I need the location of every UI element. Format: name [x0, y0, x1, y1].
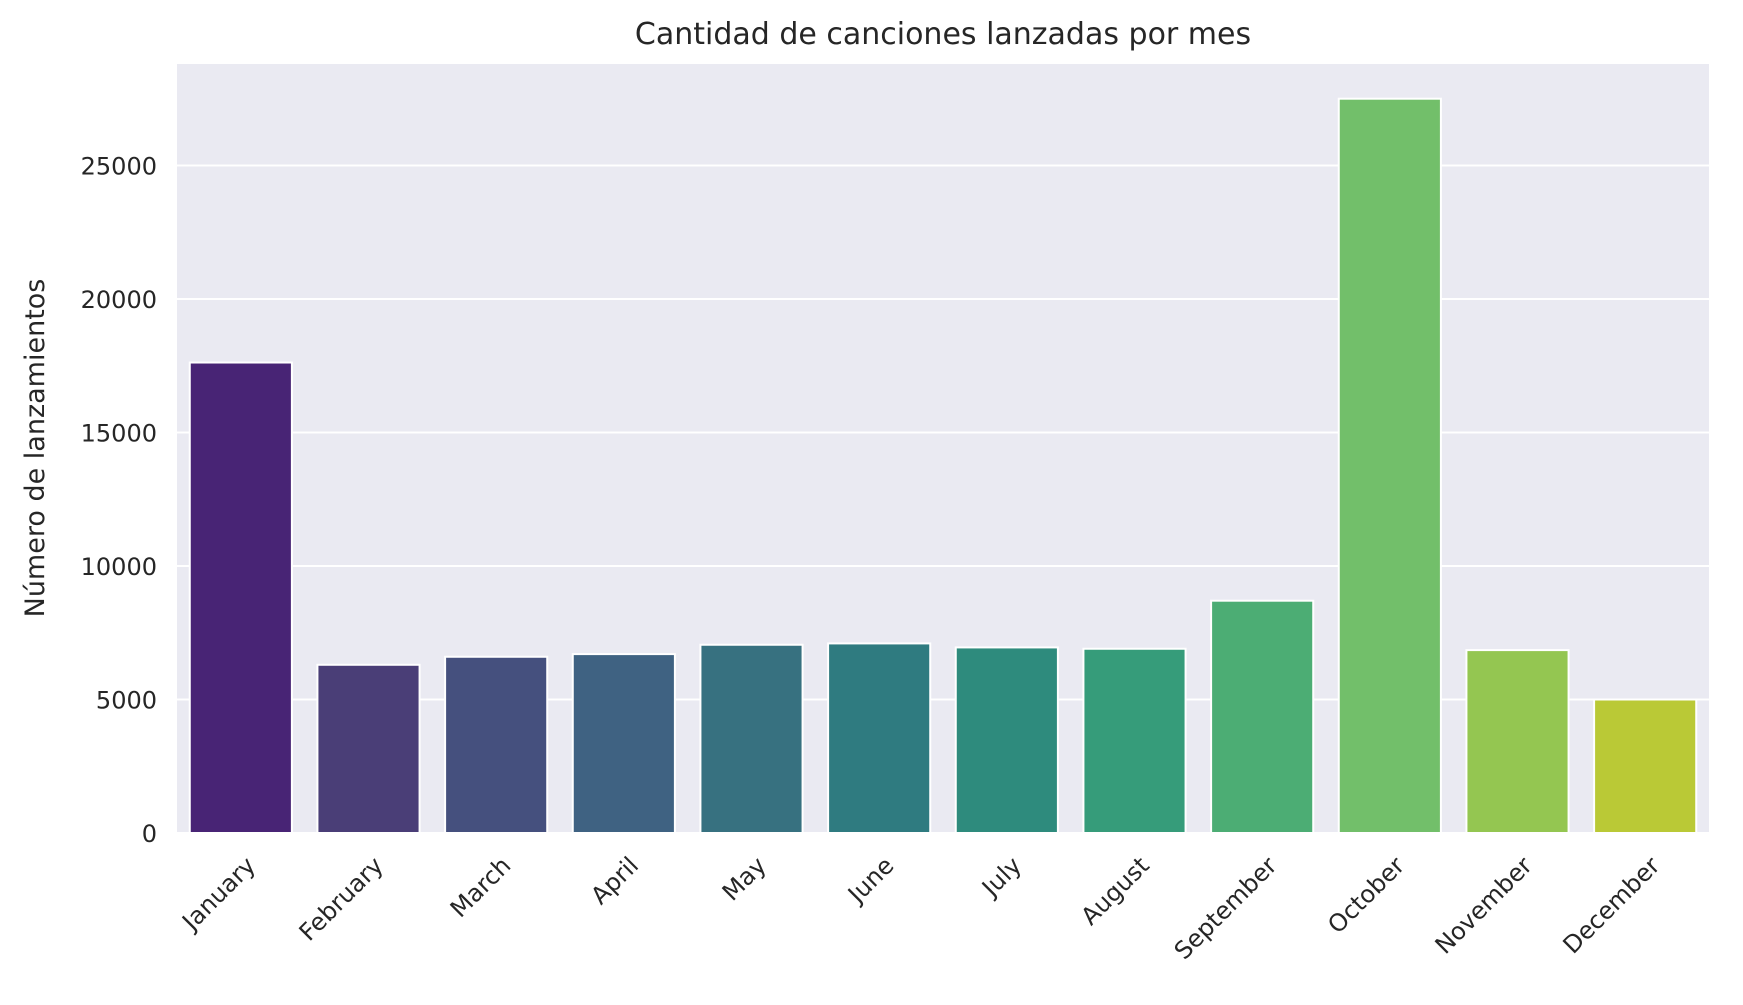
x-tick-label: November — [1430, 851, 1538, 959]
bar-december — [1593, 698, 1698, 834]
y-axis-label: Número de lanzamientos — [20, 279, 51, 618]
gridlines — [177, 164, 1709, 834]
x-tick-label: July — [975, 851, 1027, 903]
x-tick-label: June — [841, 851, 899, 909]
bar-january — [188, 361, 293, 834]
y-tick-label: 15000 — [81, 419, 157, 447]
bar-august — [1082, 647, 1187, 835]
bar-february — [316, 663, 421, 834]
bar-june — [827, 642, 932, 835]
bar-april — [571, 653, 676, 835]
x-tick-label: February — [294, 851, 389, 946]
x-tick-label: October — [1322, 851, 1410, 939]
x-tick-label: May — [717, 851, 772, 906]
y-tick-label: 5000 — [96, 686, 157, 714]
x-tick-label: April — [585, 851, 644, 910]
bar-november — [1465, 649, 1570, 834]
bar-july — [954, 646, 1059, 834]
bar-may — [699, 643, 804, 834]
chart-title: Cantidad de canciones lanzadas por mes — [635, 17, 1251, 52]
bar-october — [1337, 97, 1442, 835]
bars — [188, 97, 1698, 835]
x-tick-label: August — [1076, 851, 1155, 930]
x-axis-ticks: January February March April May June July Augu… — [176, 851, 1666, 965]
y-axis-ticks: 0 5000 10000 15000 20000 25000 — [81, 152, 157, 848]
y-tick-label: 0 — [142, 820, 157, 848]
x-tick-label: January — [176, 851, 262, 937]
x-tick-label: March — [445, 851, 517, 923]
y-tick-label: 25000 — [81, 152, 157, 180]
plot-area — [177, 64, 1709, 833]
y-tick-label: 20000 — [81, 286, 157, 314]
x-tick-label: September — [1169, 851, 1283, 965]
y-tick-label: 10000 — [81, 553, 157, 581]
x-tick-label: December — [1558, 851, 1666, 959]
bar-march — [444, 655, 549, 834]
bar-september — [1210, 599, 1315, 835]
